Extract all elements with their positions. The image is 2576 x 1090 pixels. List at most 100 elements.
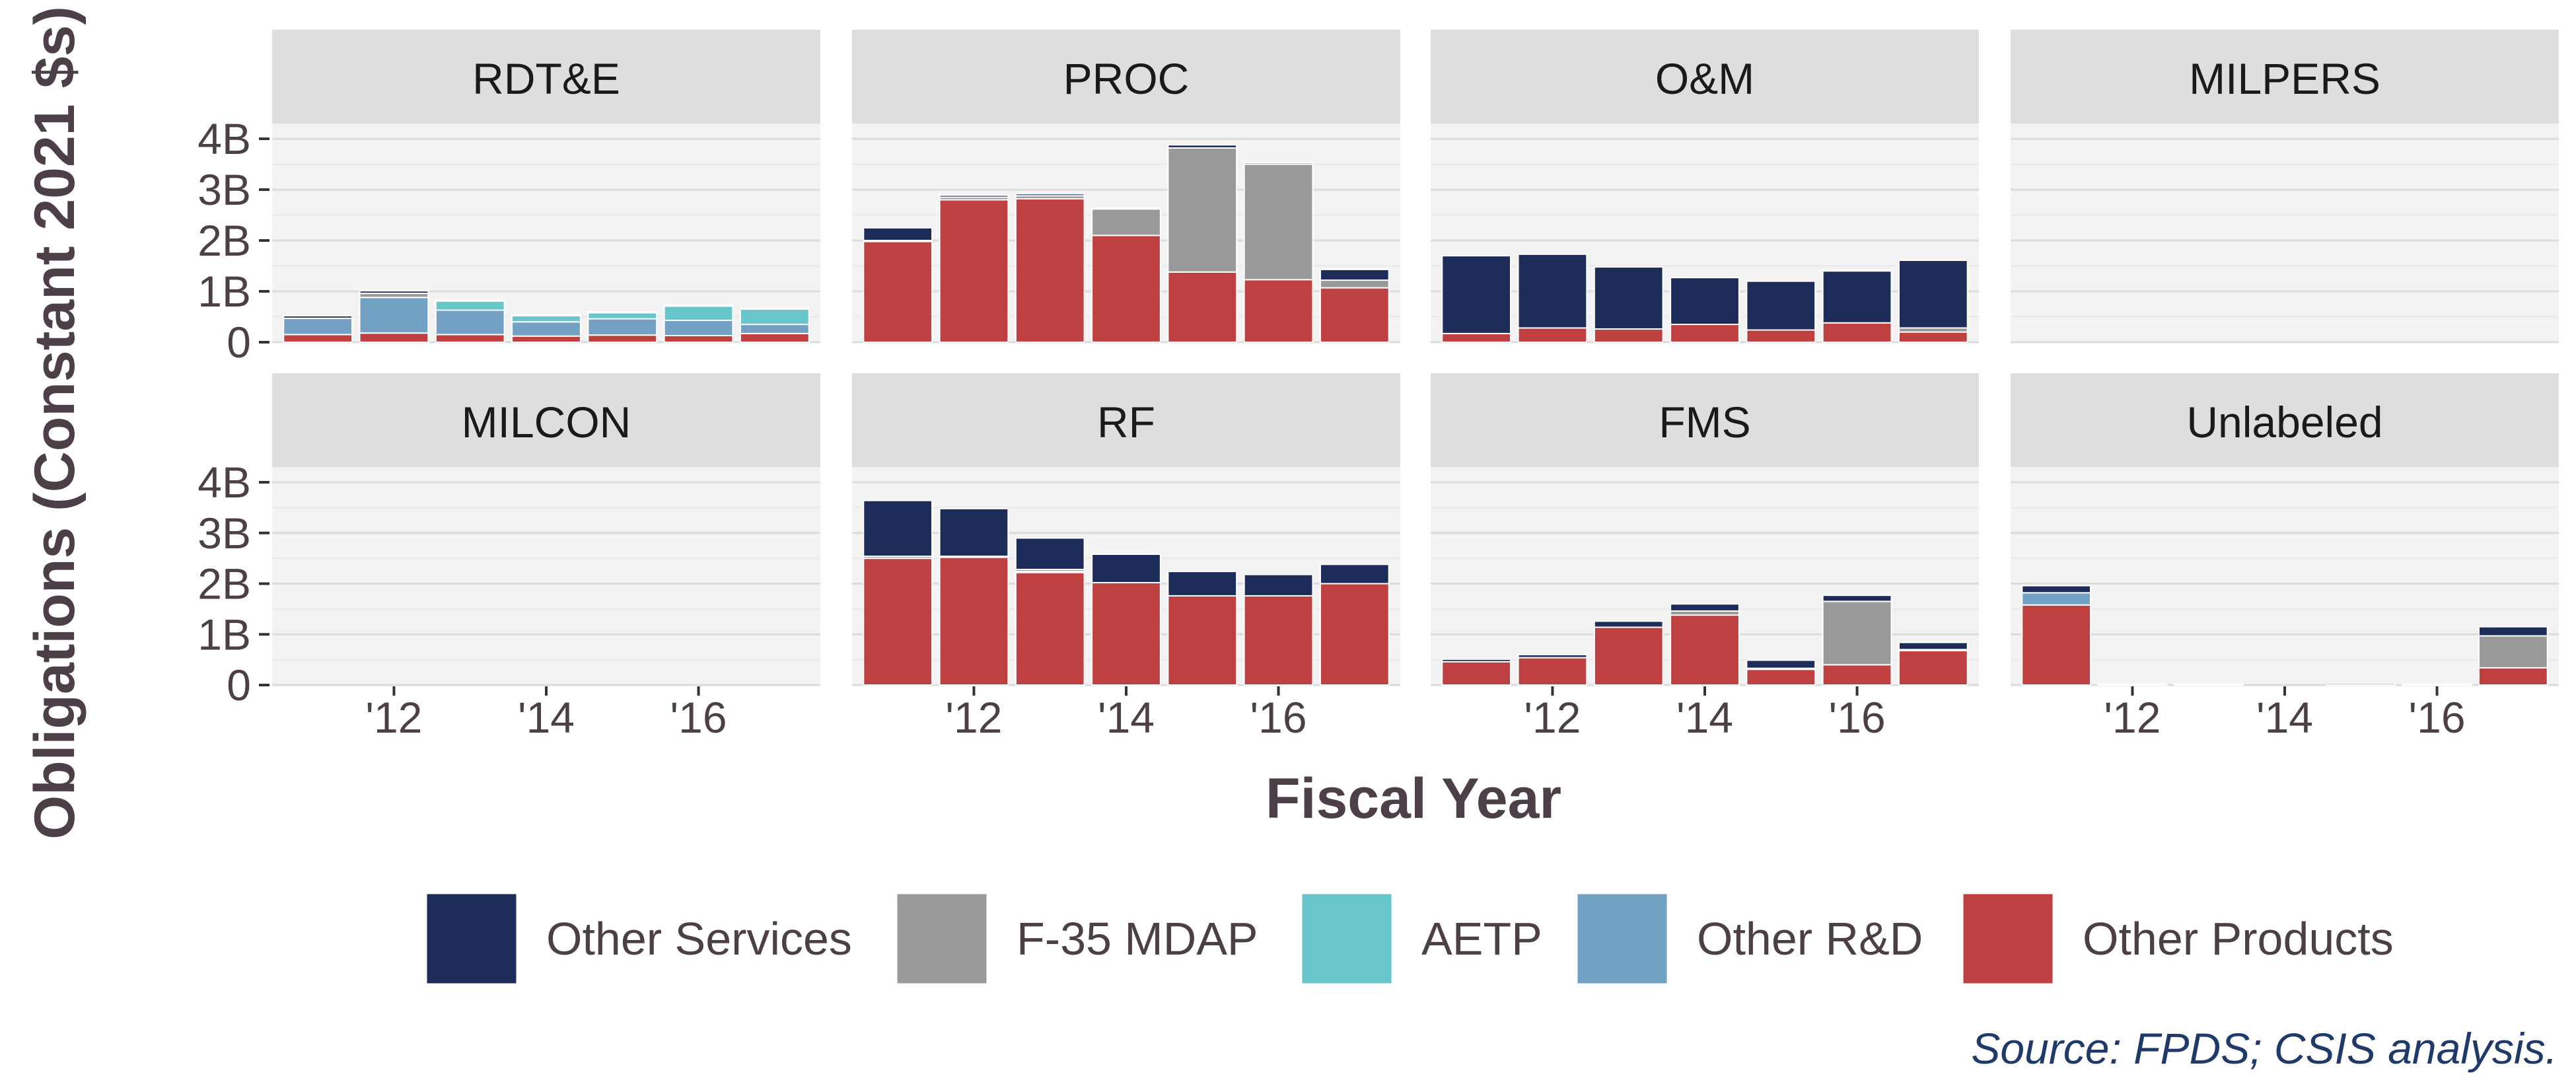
bar-other-services-2011	[863, 227, 933, 242]
bar-other-services-2017	[1319, 563, 1390, 585]
bar-other-products-2017	[1319, 583, 1390, 686]
x-tick-label: '14	[1098, 693, 1155, 742]
x-tick-label: '14	[518, 693, 575, 742]
y-tick-label: 4B	[197, 458, 251, 507]
bar-other-services-2014	[511, 314, 581, 316]
bar-other-products-2013	[1593, 626, 1664, 686]
strip-rdtande	[272, 30, 820, 124]
bar-other-services-2011	[283, 314, 353, 319]
bar-other-products-2015	[1746, 669, 1816, 686]
bar-other-products-2013	[1593, 328, 1664, 344]
bar-f-35-mdap-2014	[1091, 208, 1161, 236]
bar-other-services-2013	[1593, 620, 1664, 628]
bar-other-products-2015	[1167, 271, 1238, 343]
panel-proc: PROC	[852, 30, 1400, 344]
strip-label-rf: RF	[1097, 398, 1155, 447]
bar-aetp-2016	[663, 305, 734, 321]
bar-other-services-2016	[1822, 270, 1892, 324]
bar-other-services-2011	[1441, 255, 1512, 334]
bar-other-services-2017	[739, 307, 810, 310]
bar-other-randd-2013	[435, 309, 505, 336]
bar-other-randd-2011	[283, 317, 353, 336]
y-tick-label: 2B	[197, 216, 251, 265]
legend-label: Other Services	[546, 913, 852, 964]
legend-item-other-randd: Other R&D	[1575, 892, 1923, 986]
bar-other-services-2012	[1517, 653, 1588, 659]
strip-label-rdtande: RDT&E	[472, 54, 620, 103]
bar-other-products-2012	[359, 332, 429, 344]
y-tick-label: 0	[227, 318, 251, 367]
bar-f-35-mdap-2016	[1243, 163, 1314, 281]
bar-other-services-2014	[1670, 277, 1740, 326]
legend: Other Services F-35 MDAP AETP Other R&D Othe…	[425, 892, 2394, 986]
bar-other-services-2012	[359, 290, 429, 295]
bar-other-services-2016	[2402, 683, 2472, 686]
x-tick-label: '12	[1524, 693, 1581, 742]
bar-other-products-2012	[1517, 327, 1588, 343]
strip-milcon	[272, 373, 820, 467]
bar-other-products-2016	[1822, 664, 1892, 686]
panel-oandm: O&M	[1431, 30, 1979, 344]
bar-f-35-mdap-2017	[1319, 279, 1390, 289]
bar-other-services-2013	[2173, 683, 2244, 686]
legend-swatch	[1961, 892, 2055, 986]
panel-rdtande: RDT&E	[272, 30, 820, 344]
legend-swatch	[1300, 892, 1394, 986]
bar-other-products-2011	[863, 240, 933, 344]
bar-other-randd-2012	[359, 297, 429, 334]
bar-other-products-2011	[1441, 332, 1512, 343]
bar-other-products-2016	[1243, 595, 1314, 686]
bar-other-randd-2011	[2021, 592, 2092, 606]
x-tick-label: '12	[945, 693, 1002, 742]
bar-other-products-2014	[1670, 614, 1740, 686]
x-tick-label: '14	[1676, 693, 1733, 742]
bar-other-products-2011	[863, 558, 933, 686]
panel-milcon: MILCON	[272, 373, 820, 686]
bar-other-products-2011	[283, 334, 353, 344]
legend-label: AETP	[1421, 913, 1542, 964]
y-tick-label: 1B	[197, 267, 251, 316]
bar-other-products-2016	[1822, 322, 1892, 344]
bar-other-products-2017	[1898, 649, 1968, 686]
bar-other-services-2015	[587, 310, 658, 314]
bar-aetp-2017	[739, 308, 810, 326]
bar-other-products-2012	[1517, 657, 1588, 686]
bar-other-products-2011	[2021, 604, 2092, 686]
bar-other-services-2013	[1015, 537, 1085, 571]
y-tick-label: 4B	[197, 114, 251, 163]
legend-label: Other Products	[2083, 913, 2394, 964]
bar-other-services-2015	[1746, 659, 1816, 669]
bar-other-services-2013	[1015, 193, 1085, 197]
bar-other-products-2012	[939, 199, 1009, 343]
strip-label-milpers: MILPERS	[2189, 54, 2380, 103]
legend-item-aetp: AETP	[1300, 892, 1542, 986]
bar-other-services-2011	[863, 499, 933, 558]
bar-other-services-2016	[1243, 162, 1314, 165]
bar-other-products-2017	[1898, 331, 1968, 343]
source-note: Source: FPDS; CSIS analysis.	[1971, 1024, 2558, 1073]
bar-other-products-2016	[1243, 279, 1314, 343]
plot-background	[272, 124, 820, 342]
bar-other-products-2012	[939, 556, 1009, 686]
strip-fms	[1431, 373, 1979, 467]
legend-swatch	[1575, 892, 1669, 986]
strip-label-unlabeled: Unlabeled	[2186, 398, 2382, 447]
bar-f-35-mdap-2017	[2478, 635, 2548, 669]
bar-other-products-2015	[587, 334, 658, 344]
panel-fms: FMS	[1431, 373, 1979, 686]
bar-other-products-2011	[1441, 661, 1512, 686]
strip-milpers	[2011, 30, 2559, 124]
bar-other-services-2014	[1670, 603, 1740, 612]
strip-oandm	[1431, 30, 1979, 124]
strip-label-proc: PROC	[1063, 54, 1190, 103]
legend-swatch	[895, 892, 989, 986]
bar-other-products-2017	[1319, 287, 1390, 344]
bar-aetp-2015	[587, 312, 658, 320]
legend-label: Other R&D	[1697, 913, 1923, 964]
bar-f-35-mdap-2016	[1822, 600, 1892, 666]
bar-other-products-2013	[435, 334, 505, 344]
bar-other-products-2015	[1167, 595, 1238, 686]
bar-other-services-2011	[1441, 658, 1512, 663]
panel-unlabeled: Unlabeled	[2011, 373, 2559, 686]
